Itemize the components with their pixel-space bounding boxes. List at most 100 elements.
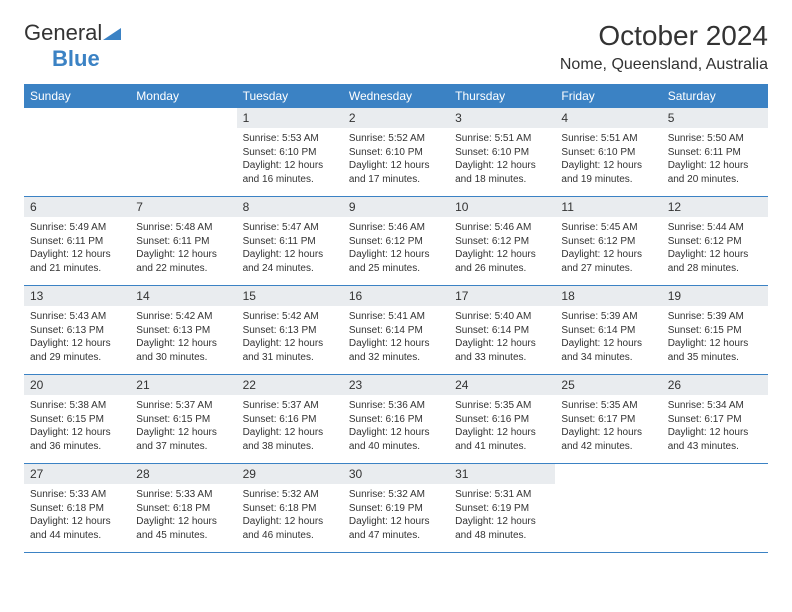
day-content: Sunrise: 5:32 AMSunset: 6:19 PMDaylight:… [343, 484, 449, 552]
sunrise-text: Sunrise: 5:35 AM [561, 399, 655, 413]
sunset-text: Sunset: 6:18 PM [243, 502, 337, 516]
day-content: Sunrise: 5:36 AMSunset: 6:16 PMDaylight:… [343, 395, 449, 463]
sunrise-text: Sunrise: 5:51 AM [561, 132, 655, 146]
sunset-text: Sunset: 6:12 PM [668, 235, 762, 249]
day-content: Sunrise: 5:39 AMSunset: 6:14 PMDaylight:… [555, 306, 661, 374]
calendar-day-cell: .. [130, 108, 236, 197]
daylight-text: Daylight: 12 hours and 16 minutes. [243, 159, 337, 186]
calendar-week-row: 27Sunrise: 5:33 AMSunset: 6:18 PMDayligh… [24, 464, 768, 553]
sunset-text: Sunset: 6:18 PM [30, 502, 124, 516]
sunset-text: Sunset: 6:17 PM [668, 413, 762, 427]
day-content: Sunrise: 5:51 AMSunset: 6:10 PMDaylight:… [555, 128, 661, 196]
calendar-day-cell: 24Sunrise: 5:35 AMSunset: 6:16 PMDayligh… [449, 375, 555, 464]
sunrise-text: Sunrise: 5:33 AM [30, 488, 124, 502]
calendar-day-cell: 8Sunrise: 5:47 AMSunset: 6:11 PMDaylight… [237, 197, 343, 286]
daylight-text: Daylight: 12 hours and 21 minutes. [30, 248, 124, 275]
day-content: Sunrise: 5:48 AMSunset: 6:11 PMDaylight:… [130, 217, 236, 285]
calendar-header-row: SundayMondayTuesdayWednesdayThursdayFrid… [24, 84, 768, 108]
location-label: Nome, Queensland, Australia [560, 56, 768, 74]
sunset-text: Sunset: 6:13 PM [30, 324, 124, 338]
day-number: 16 [343, 286, 449, 306]
sunset-text: Sunset: 6:10 PM [561, 146, 655, 160]
daylight-text: Daylight: 12 hours and 26 minutes. [455, 248, 549, 275]
calendar-day-cell: 7Sunrise: 5:48 AMSunset: 6:11 PMDaylight… [130, 197, 236, 286]
sunset-text: Sunset: 6:13 PM [243, 324, 337, 338]
daylight-text: Daylight: 12 hours and 41 minutes. [455, 426, 549, 453]
day-content: Sunrise: 5:38 AMSunset: 6:15 PMDaylight:… [24, 395, 130, 463]
daylight-text: Daylight: 12 hours and 38 minutes. [243, 426, 337, 453]
sunset-text: Sunset: 6:10 PM [243, 146, 337, 160]
day-content: Sunrise: 5:52 AMSunset: 6:10 PMDaylight:… [343, 128, 449, 196]
daylight-text: Daylight: 12 hours and 45 minutes. [136, 515, 230, 542]
day-number: 27 [24, 464, 130, 484]
day-number: 3 [449, 108, 555, 128]
sunset-text: Sunset: 6:16 PM [243, 413, 337, 427]
day-number: 5 [662, 108, 768, 128]
sunrise-text: Sunrise: 5:42 AM [136, 310, 230, 324]
calendar-day-cell: 10Sunrise: 5:46 AMSunset: 6:12 PMDayligh… [449, 197, 555, 286]
sunrise-text: Sunrise: 5:48 AM [136, 221, 230, 235]
sunrise-text: Sunrise: 5:42 AM [243, 310, 337, 324]
day-content: Sunrise: 5:32 AMSunset: 6:18 PMDaylight:… [237, 484, 343, 552]
day-number: 23 [343, 375, 449, 395]
day-number: 15 [237, 286, 343, 306]
weekday-header: Sunday [24, 84, 130, 108]
calendar-day-cell: 6 Sunrise: 5:49 AMSunset: 6:11 PMDaylight… [24, 197, 130, 286]
daylight-text: Daylight: 12 hours and 44 minutes. [30, 515, 124, 542]
day-number: 18 [555, 286, 661, 306]
daylight-text: Daylight: 12 hours and 33 minutes. [455, 337, 549, 364]
day-content: Sunrise: 5:46 AMSunset: 6:12 PMDaylight:… [343, 217, 449, 285]
calendar-day-cell: 27 Sunrise: 5:33 AMSunset: 6:18 PMDayligh… [24, 464, 130, 553]
sunrise-text: Sunrise: 5:47 AM [243, 221, 337, 235]
calendar-day-cell: .. [662, 464, 768, 553]
sunrise-text: Sunrise: 5:49 AM [30, 221, 124, 235]
day-number: 2 [343, 108, 449, 128]
daylight-text: Daylight: 12 hours and 34 minutes. [561, 337, 655, 364]
calendar-day-cell: 11Sunrise: 5:45 AMSunset: 6:12 PMDayligh… [555, 197, 661, 286]
day-content: Sunrise: 5:44 AMSunset: 6:12 PMDaylight:… [662, 217, 768, 285]
sunrise-text: Sunrise: 5:46 AM [455, 221, 549, 235]
logo-text: General Blue [24, 20, 121, 72]
weekday-header: Wednesday [343, 84, 449, 108]
day-number: 25 [555, 375, 661, 395]
sunset-text: Sunset: 6:10 PM [455, 146, 549, 160]
daylight-text: Daylight: 12 hours and 32 minutes. [349, 337, 443, 364]
day-number: 30 [343, 464, 449, 484]
sunrise-text: Sunrise: 5:36 AM [349, 399, 443, 413]
sunset-text: Sunset: 6:11 PM [136, 235, 230, 249]
calendar-day-cell: 17Sunrise: 5:40 AMSunset: 6:14 PMDayligh… [449, 286, 555, 375]
daylight-text: Daylight: 12 hours and 37 minutes. [136, 426, 230, 453]
sunset-text: Sunset: 6:17 PM [561, 413, 655, 427]
day-content: Sunrise: 5:37 AMSunset: 6:16 PMDaylight:… [237, 395, 343, 463]
sunrise-text: Sunrise: 5:38 AM [30, 399, 124, 413]
sunrise-text: Sunrise: 5:32 AM [243, 488, 337, 502]
sunset-text: Sunset: 6:14 PM [561, 324, 655, 338]
sunrise-text: Sunrise: 5:44 AM [668, 221, 762, 235]
calendar-day-cell: 18Sunrise: 5:39 AMSunset: 6:14 PMDayligh… [555, 286, 661, 375]
calendar-day-cell: 9Sunrise: 5:46 AMSunset: 6:12 PMDaylight… [343, 197, 449, 286]
day-number: 17 [449, 286, 555, 306]
day-content: Sunrise: 5:35 AMSunset: 6:17 PMDaylight:… [555, 395, 661, 463]
daylight-text: Daylight: 12 hours and 22 minutes. [136, 248, 230, 275]
sunrise-text: Sunrise: 5:33 AM [136, 488, 230, 502]
sunset-text: Sunset: 6:11 PM [30, 235, 124, 249]
daylight-text: Daylight: 12 hours and 25 minutes. [349, 248, 443, 275]
day-content: Sunrise: 5:51 AMSunset: 6:10 PMDaylight:… [449, 128, 555, 196]
calendar-day-cell: 28Sunrise: 5:33 AMSunset: 6:18 PMDayligh… [130, 464, 236, 553]
sunrise-text: Sunrise: 5:41 AM [349, 310, 443, 324]
sunset-text: Sunset: 6:16 PM [349, 413, 443, 427]
sunset-text: Sunset: 6:15 PM [668, 324, 762, 338]
day-number: 6 [24, 197, 130, 217]
day-number: 9 [343, 197, 449, 217]
sunrise-text: Sunrise: 5:39 AM [561, 310, 655, 324]
calendar-week-row: 13Sunrise: 5:43 AMSunset: 6:13 PMDayligh… [24, 286, 768, 375]
daylight-text: Daylight: 12 hours and 42 minutes. [561, 426, 655, 453]
sunrise-text: Sunrise: 5:43 AM [30, 310, 124, 324]
daylight-text: Daylight: 12 hours and 48 minutes. [455, 515, 549, 542]
calendar-day-cell: 5Sunrise: 5:50 AMSunset: 6:11 PMDaylight… [662, 108, 768, 197]
day-content: Sunrise: 5:42 AMSunset: 6:13 PMDaylight:… [130, 306, 236, 374]
daylight-text: Daylight: 12 hours and 29 minutes. [30, 337, 124, 364]
sunrise-text: Sunrise: 5:40 AM [455, 310, 549, 324]
calendar-week-row: 20Sunrise: 5:38 AMSunset: 6:15 PMDayligh… [24, 375, 768, 464]
day-content: Sunrise: 5:45 AMSunset: 6:12 PMDaylight:… [555, 217, 661, 285]
